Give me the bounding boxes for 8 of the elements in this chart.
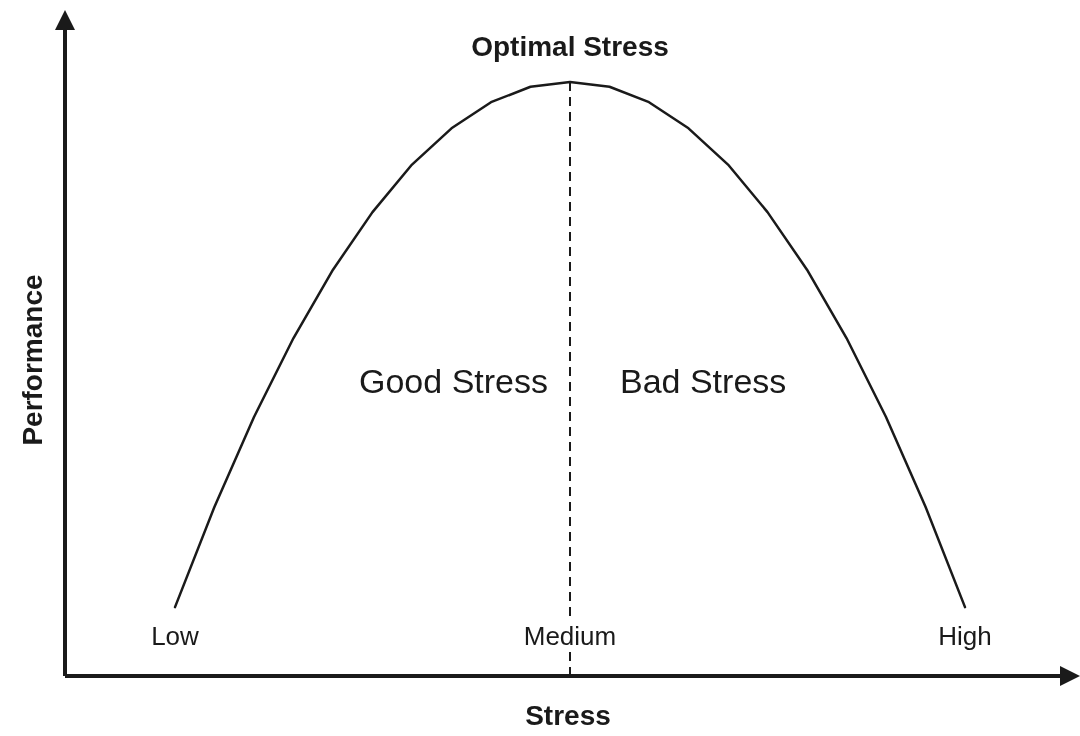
x-tick-label: High [938,621,992,651]
x-tick-label: Low [151,621,200,651]
x-tick-label: Medium [523,621,617,651]
x-axis-title: Stress [525,700,611,731]
annotation: Good Stress [359,362,548,400]
y-axis-title: Performance [17,274,48,446]
annotation: Bad Stress [620,362,787,400]
text: Optimal Stress [471,31,669,62]
